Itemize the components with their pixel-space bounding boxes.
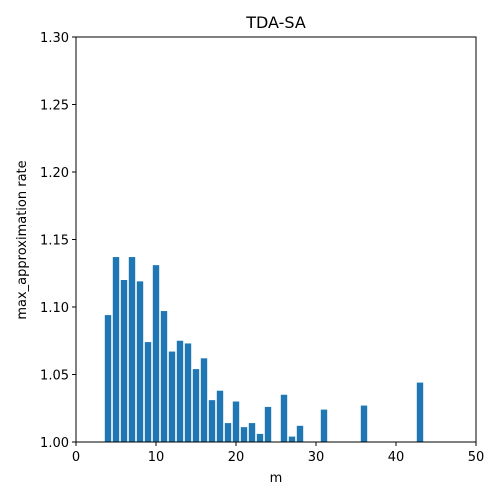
x-tick-label: 50 bbox=[468, 450, 485, 465]
bar-m-10 bbox=[152, 265, 160, 442]
y-tick-label: 1.30 bbox=[40, 31, 69, 46]
x-tick-label: 0 bbox=[72, 450, 80, 465]
bar-m-15 bbox=[192, 369, 200, 442]
bar-m-4 bbox=[104, 315, 112, 442]
bar-m-31 bbox=[320, 409, 328, 442]
bar-m-36 bbox=[360, 405, 368, 442]
y-tick-label: 1.15 bbox=[40, 234, 69, 249]
y-axis-title: max_approximation rate bbox=[15, 160, 30, 319]
bar-m-7 bbox=[128, 257, 136, 442]
x-tick-label: 40 bbox=[388, 450, 405, 465]
bar-m-16 bbox=[200, 358, 208, 442]
bars-group bbox=[104, 257, 424, 442]
x-tick-label: 10 bbox=[148, 450, 165, 465]
bar-m-18 bbox=[216, 390, 224, 442]
bar-m-9 bbox=[144, 342, 152, 442]
y-tick-label: 1.05 bbox=[40, 369, 69, 384]
bar-m-13 bbox=[176, 340, 184, 442]
bar-m-23 bbox=[256, 433, 264, 442]
y-tick-label: 1.20 bbox=[40, 166, 69, 181]
bar-m-5 bbox=[112, 257, 120, 442]
bar-m-6 bbox=[120, 280, 128, 442]
bar-m-11 bbox=[160, 311, 168, 442]
y-tick-label: 1.10 bbox=[40, 301, 69, 316]
y-tick-label: 1.25 bbox=[40, 99, 69, 114]
bar-m-22 bbox=[248, 423, 256, 442]
y-axis-ticks: 1.00 1.05 1.10 1.15 1.20 1.25 1.30 bbox=[40, 31, 76, 451]
x-tick-label: 20 bbox=[228, 450, 245, 465]
bar-m-20 bbox=[232, 401, 240, 442]
x-axis-ticks: 0 10 20 30 40 50 bbox=[72, 442, 484, 465]
bar-m-12 bbox=[168, 351, 176, 442]
bar-m-43 bbox=[416, 382, 424, 442]
bar-m-8 bbox=[136, 281, 144, 442]
y-tick-label: 1.00 bbox=[40, 436, 69, 451]
bar-m-26 bbox=[280, 394, 288, 442]
x-axis-title: m bbox=[270, 471, 283, 486]
bar-m-14 bbox=[184, 343, 192, 442]
bar-m-24 bbox=[264, 406, 272, 442]
bar-m-28 bbox=[296, 425, 304, 442]
plot-frame bbox=[75, 36, 477, 443]
chart-title: TDA-SA bbox=[245, 13, 306, 32]
bar-m-27 bbox=[288, 436, 296, 442]
bar-m-19 bbox=[224, 423, 232, 442]
x-tick-label: 30 bbox=[308, 450, 325, 465]
bar-m-21 bbox=[240, 427, 248, 442]
bar-m-17 bbox=[208, 400, 216, 442]
